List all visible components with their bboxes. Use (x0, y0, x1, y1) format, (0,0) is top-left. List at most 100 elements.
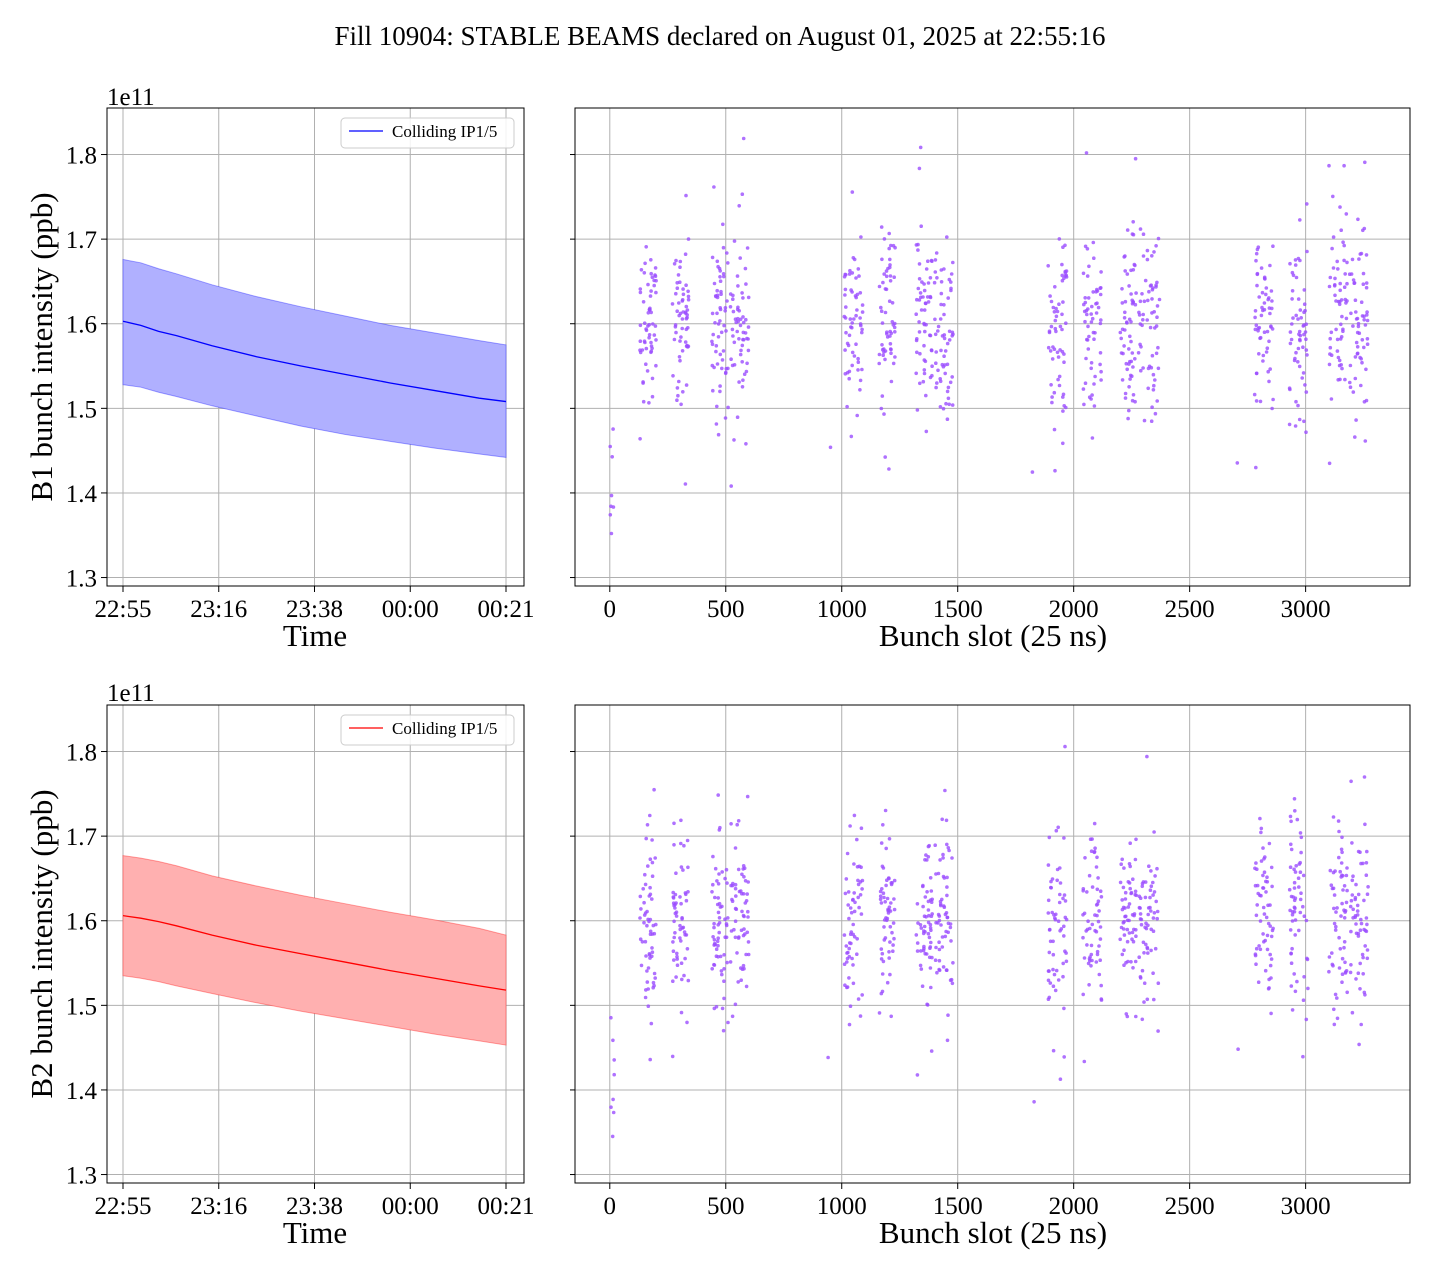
bunch-point (1354, 977, 1358, 981)
bunch-point (946, 385, 951, 390)
bunch-point (1151, 286, 1155, 290)
bunch-point (1148, 888, 1153, 892)
bunch-point (1090, 436, 1095, 440)
bunch-point (845, 956, 850, 961)
bunch-point (650, 897, 654, 901)
bunch-point (1258, 919, 1263, 923)
bunch-point (737, 337, 741, 341)
bunch-point (843, 372, 848, 376)
bunch-point (729, 484, 733, 488)
bunch-point (714, 349, 718, 354)
bunch-point (888, 940, 892, 944)
bunch-point (716, 793, 720, 797)
bunch-point (1090, 885, 1095, 889)
bunch-point (1288, 330, 1293, 334)
bunch-point (712, 1006, 717, 1011)
bunch-point (1358, 850, 1362, 854)
bunch-point (1296, 403, 1300, 408)
bunch-point (950, 375, 954, 379)
bunch-point (1269, 976, 1273, 980)
bunch-point (1296, 876, 1301, 880)
bunch-point (1342, 945, 1346, 950)
bunch-point (1053, 318, 1058, 323)
bunch-point (1098, 362, 1102, 367)
bunch-point (1265, 875, 1269, 879)
bunch-point (1149, 884, 1154, 888)
bunch-point (943, 371, 947, 376)
bunch-point (1092, 849, 1097, 854)
bunch-point (939, 923, 943, 927)
bunch-point (648, 885, 652, 890)
bunch-point (1087, 873, 1092, 878)
y-tick-label: 1.8 (66, 143, 97, 170)
bunch-point (1253, 953, 1258, 958)
bunch-point (852, 909, 857, 914)
bunch-point (892, 907, 897, 912)
bunch-point (712, 365, 716, 370)
x-tick-label: 0 (604, 596, 617, 623)
bunch-point (722, 996, 726, 1001)
bunch-point (945, 235, 949, 239)
bunch-point (879, 957, 884, 961)
b2-time-panel: B2 bunch intensity (ppb) Time 1e11 22:55… (24, 680, 534, 1250)
bunch-point (845, 851, 850, 856)
bunch-point (1149, 869, 1153, 873)
bunch-point (851, 963, 855, 967)
bunch-point (856, 882, 861, 887)
bunch-point (685, 1020, 689, 1025)
b2-time-xlabel: Time (283, 1215, 347, 1250)
bunch-point (675, 309, 679, 314)
bunch-point (923, 895, 928, 899)
bunch-point (1340, 972, 1345, 976)
bunch-point (860, 327, 864, 332)
bunch-point (938, 317, 943, 321)
bunch-point (610, 455, 614, 459)
bunch-point (860, 303, 865, 307)
mean-line (122, 320, 507, 403)
bunch-point (716, 432, 721, 437)
bunch-point (1364, 367, 1368, 372)
bunch-point (1354, 922, 1358, 926)
bunch-point (1263, 968, 1268, 973)
bunch-point (915, 297, 919, 302)
bunch-point (1127, 317, 1132, 322)
bunch-point (924, 393, 928, 398)
bunch-point (744, 984, 749, 989)
bunch-point (879, 841, 884, 845)
bunch-point (1062, 352, 1066, 356)
bunch-point (684, 304, 689, 309)
bunch-point (679, 865, 684, 869)
bunch-point (1356, 324, 1361, 329)
bunch-point (1058, 866, 1062, 870)
bunch-point (645, 923, 649, 928)
bunch-point (1365, 313, 1369, 317)
bunch-point (1301, 904, 1305, 909)
bunch-point (1360, 952, 1365, 957)
bunch-point (1086, 961, 1091, 966)
bunch-point (674, 258, 678, 263)
bunch-point (887, 246, 891, 251)
bunch-point (1055, 878, 1059, 883)
bunch-point (735, 822, 739, 827)
bunch-point (1131, 232, 1136, 237)
bunch-point (887, 231, 891, 236)
bunch-point (890, 301, 895, 305)
bunch-point (1139, 345, 1143, 349)
bunch-point (1257, 352, 1261, 356)
bunch-point (1061, 974, 1065, 979)
bunch-point (723, 306, 728, 310)
bunch-point (1305, 353, 1309, 357)
bunch-point (1056, 825, 1060, 830)
bunch-point (746, 909, 750, 914)
bunch-point (846, 343, 851, 348)
bunch-point (714, 422, 719, 426)
bunch-point (885, 980, 890, 985)
bunch-point (1099, 369, 1103, 374)
bunch-point (1361, 271, 1366, 276)
bunch-point (725, 251, 729, 255)
bunch-point (1098, 958, 1102, 962)
bunch-point (718, 279, 723, 284)
bunch-point (1350, 893, 1355, 897)
bunch-point (1354, 310, 1358, 314)
bunch-point (1365, 337, 1370, 341)
